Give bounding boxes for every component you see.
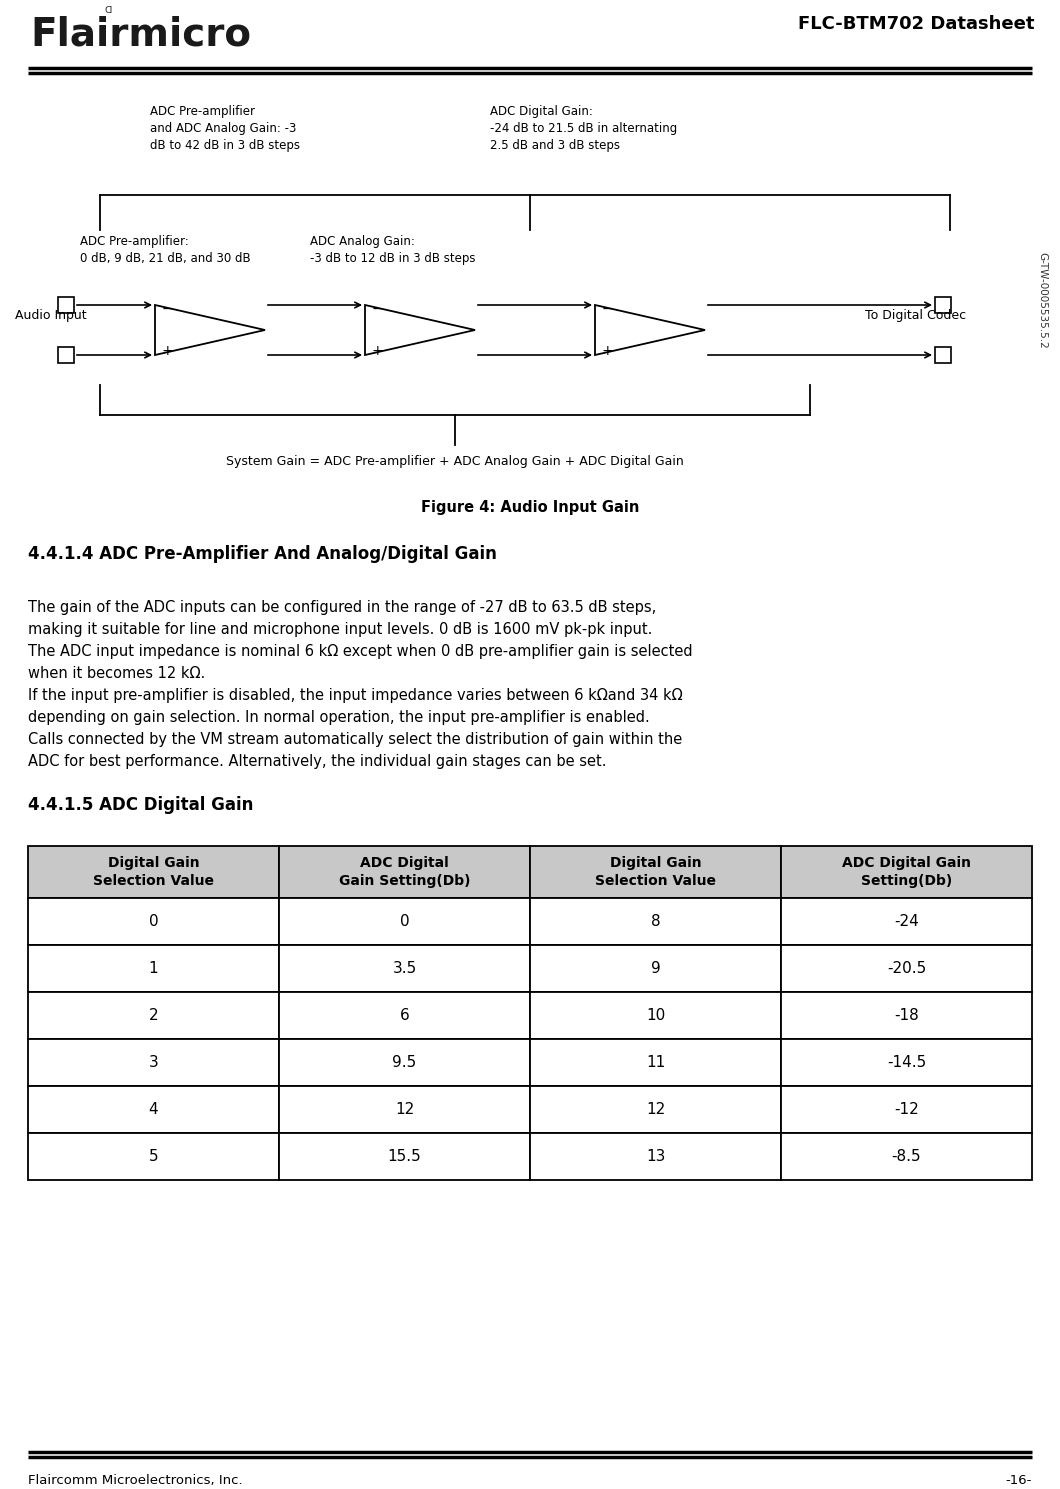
Text: ADC Digital Gain:
-24 dB to 21.5 dB in alternating
2.5 dB and 3 dB steps: ADC Digital Gain: -24 dB to 21.5 dB in a… [490,106,677,152]
Bar [530,846,781,898]
Text: -12: -12 [895,1102,919,1117]
Bar [279,1085,530,1133]
Text: 6: 6 [400,1008,409,1023]
Text: 4: 4 [148,1102,158,1117]
Text: 9: 9 [651,960,660,975]
Text: Audio Input: Audio Input [15,308,87,322]
Text: 11: 11 [646,1056,665,1071]
Text: The ADC input impedance is nominal 6 kΩ except when 0 dB pre-amplifier gain is s: The ADC input impedance is nominal 6 kΩ … [28,645,692,660]
Text: -8.5: -8.5 [891,1150,921,1164]
Bar [781,1039,1032,1085]
Bar [279,1039,530,1085]
Bar [28,1085,279,1133]
Text: 5: 5 [148,1150,158,1164]
Text: 4.4.1.4 ADC Pre-Amplifier And Analog/Digital Gain: 4.4.1.4 ADC Pre-Amplifier And Analog/Dig… [28,545,497,563]
Text: -24: -24 [895,914,919,929]
Bar [58,347,74,363]
Text: +: + [601,344,613,357]
Bar [781,1085,1032,1133]
Text: 1: 1 [148,960,158,975]
Text: ADC Analog Gain:
-3 dB to 12 dB in 3 dB steps: ADC Analog Gain: -3 dB to 12 dB in 3 dB … [310,235,476,265]
Bar [279,898,530,946]
Bar [28,992,279,1039]
Text: 3: 3 [148,1056,158,1071]
Bar [28,1039,279,1085]
Text: depending on gain selection. In normal operation, the input pre-amplifier is ena: depending on gain selection. In normal o… [28,710,650,725]
Text: -14.5: -14.5 [887,1056,926,1071]
Text: +: + [371,344,383,357]
Text: 2: 2 [148,1008,158,1023]
Text: 0: 0 [148,914,158,929]
Bar [28,1133,279,1179]
Text: ᗡ: ᗡ [104,4,111,15]
Text: −: − [601,302,613,316]
Text: -20.5: -20.5 [887,960,926,975]
Text: 8: 8 [651,914,660,929]
Bar [28,898,279,946]
Text: 12: 12 [395,1102,414,1117]
Text: 4.4.1.5 ADC Digital Gain: 4.4.1.5 ADC Digital Gain [28,797,253,814]
Bar [279,846,530,898]
Text: ADC Pre-amplifier:
0 dB, 9 dB, 21 dB, and 30 dB: ADC Pre-amplifier: 0 dB, 9 dB, 21 dB, an… [80,235,250,265]
Text: If the input pre-amplifier is disabled, the input impedance varies between 6 kΩa: If the input pre-amplifier is disabled, … [28,688,683,703]
Bar [781,898,1032,946]
Bar [28,946,279,992]
Text: FLC-BTM702 Datasheet: FLC-BTM702 Datasheet [798,15,1035,33]
Bar [530,898,781,946]
Text: Flairmicro: Flairmicro [30,15,251,54]
Text: ADC Digital
Gain Setting(Db): ADC Digital Gain Setting(Db) [339,856,471,887]
Text: ADC Pre-amplifier
and ADC Analog Gain: -3
dB to 42 dB in 3 dB steps: ADC Pre-amplifier and ADC Analog Gain: -… [151,106,300,152]
Bar [781,846,1032,898]
Bar [530,992,781,1039]
Text: -18: -18 [895,1008,919,1023]
Bar [935,296,951,313]
Bar [28,846,279,898]
Text: 9.5: 9.5 [392,1056,417,1071]
Bar [279,992,530,1039]
Bar [781,992,1032,1039]
Bar [530,1133,781,1179]
Text: Figure 4: Audio Input Gain: Figure 4: Audio Input Gain [421,500,639,515]
Bar [935,347,951,363]
Bar [58,296,74,313]
Bar [279,1133,530,1179]
Text: Flaircomm Microelectronics, Inc.: Flaircomm Microelectronics, Inc. [28,1474,243,1488]
Text: 15.5: 15.5 [388,1150,422,1164]
Text: 12: 12 [646,1102,665,1117]
Text: 10: 10 [646,1008,665,1023]
Text: −: − [161,302,173,316]
Text: +: + [161,344,173,357]
Bar [279,946,530,992]
Text: Digital Gain
Selection Value: Digital Gain Selection Value [93,856,214,887]
Bar [781,1133,1032,1179]
Text: 0: 0 [400,914,409,929]
Bar [530,1085,781,1133]
Text: ADC for best performance. Alternatively, the individual gain stages can be set.: ADC for best performance. Alternatively,… [28,753,606,768]
Text: G-TW-0005535.5.2: G-TW-0005535.5.2 [1037,252,1047,348]
Bar [530,946,781,992]
Text: 3.5: 3.5 [392,960,417,975]
Text: The gain of the ADC inputs can be configured in the range of -27 dB to 63.5 dB s: The gain of the ADC inputs can be config… [28,600,656,615]
Text: Calls connected by the VM stream automatically select the distribution of gain w: Calls connected by the VM stream automat… [28,733,683,747]
Text: making it suitable for line and microphone input levels. 0 dB is 1600 mV pk-pk i: making it suitable for line and micropho… [28,622,652,637]
Text: −: − [371,302,383,316]
Text: System Gain = ADC Pre-amplifier + ADC Analog Gain + ADC Digital Gain: System Gain = ADC Pre-amplifier + ADC An… [226,456,684,468]
Text: Digital Gain
Selection Value: Digital Gain Selection Value [595,856,716,887]
Text: ADC Digital Gain
Setting(Db): ADC Digital Gain Setting(Db) [842,856,971,887]
Bar [781,946,1032,992]
Bar [530,1039,781,1085]
Text: To Digital Codec: To Digital Codec [865,308,966,322]
Text: -16-: -16- [1006,1474,1032,1488]
Text: 13: 13 [646,1150,666,1164]
Text: when it becomes 12 kΩ.: when it becomes 12 kΩ. [28,666,206,680]
